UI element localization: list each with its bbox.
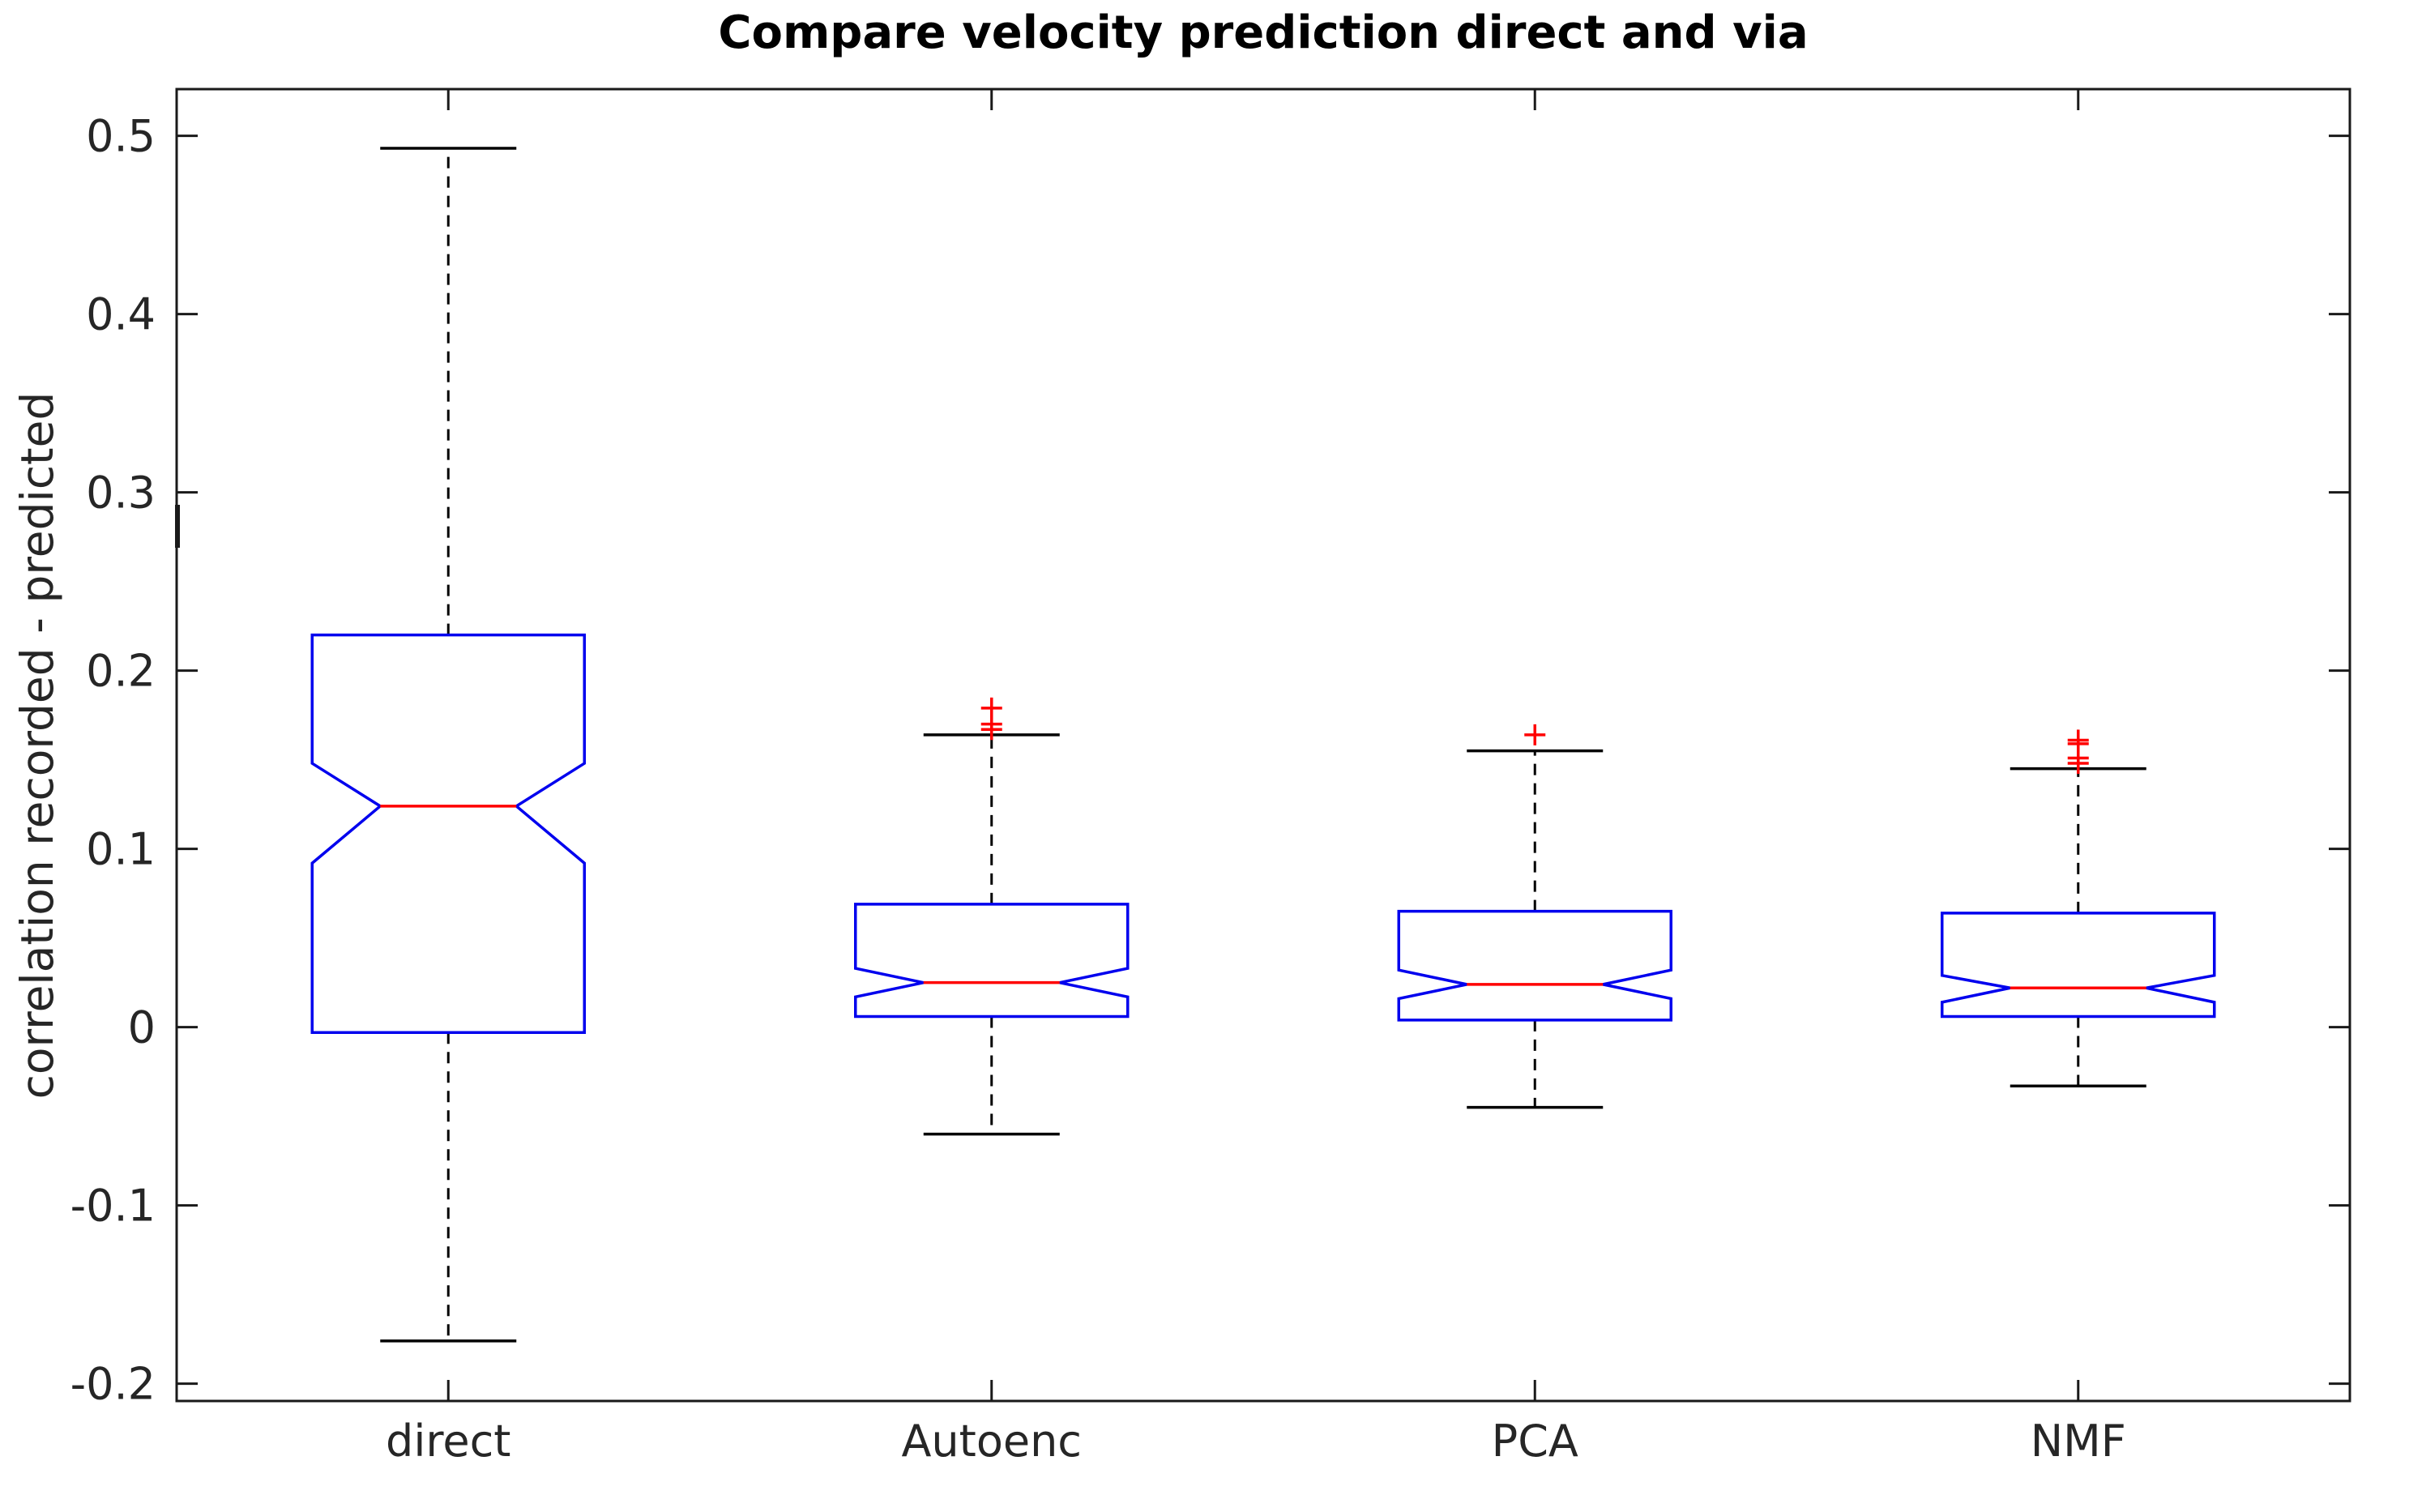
outlier-marker — [2067, 753, 2089, 775]
box-group-NMF — [1941, 729, 2216, 1088]
box-group-direct — [310, 147, 586, 1343]
axis-artifact — [175, 505, 180, 548]
y-tick-label: 0.3 — [86, 468, 156, 519]
y-axis-label: correlation recorded - predicted — [11, 391, 63, 1100]
box-group-Autoenc — [854, 697, 1130, 1136]
notched-box — [854, 903, 1130, 1019]
x-category-label: direct — [386, 1416, 510, 1467]
notched-box — [1397, 909, 1672, 1022]
notched-box — [1941, 912, 2216, 1019]
y-tick-label: 0.2 — [86, 646, 156, 697]
y-tick-label: 0 — [128, 1002, 156, 1053]
x-category-label: PCA — [1492, 1416, 1578, 1467]
outlier-marker — [980, 719, 1002, 741]
y-tick-label: 0.4 — [86, 289, 156, 340]
y-tick-label: 0.5 — [86, 111, 156, 162]
x-category-label: Autoenc — [901, 1416, 1082, 1467]
axes-frame — [175, 88, 2351, 1403]
y-tick-label: -0.1 — [70, 1181, 156, 1232]
y-tick-label: 0.1 — [86, 824, 156, 875]
box-group-PCA — [1397, 724, 1672, 1109]
chart-title: Compare velocity prediction direct and v… — [718, 6, 1809, 59]
y-tick-label: -0.2 — [70, 1359, 156, 1410]
outlier-marker — [1524, 724, 1546, 745]
notched-box — [310, 633, 586, 1034]
x-category-label: NMF — [2031, 1416, 2126, 1467]
